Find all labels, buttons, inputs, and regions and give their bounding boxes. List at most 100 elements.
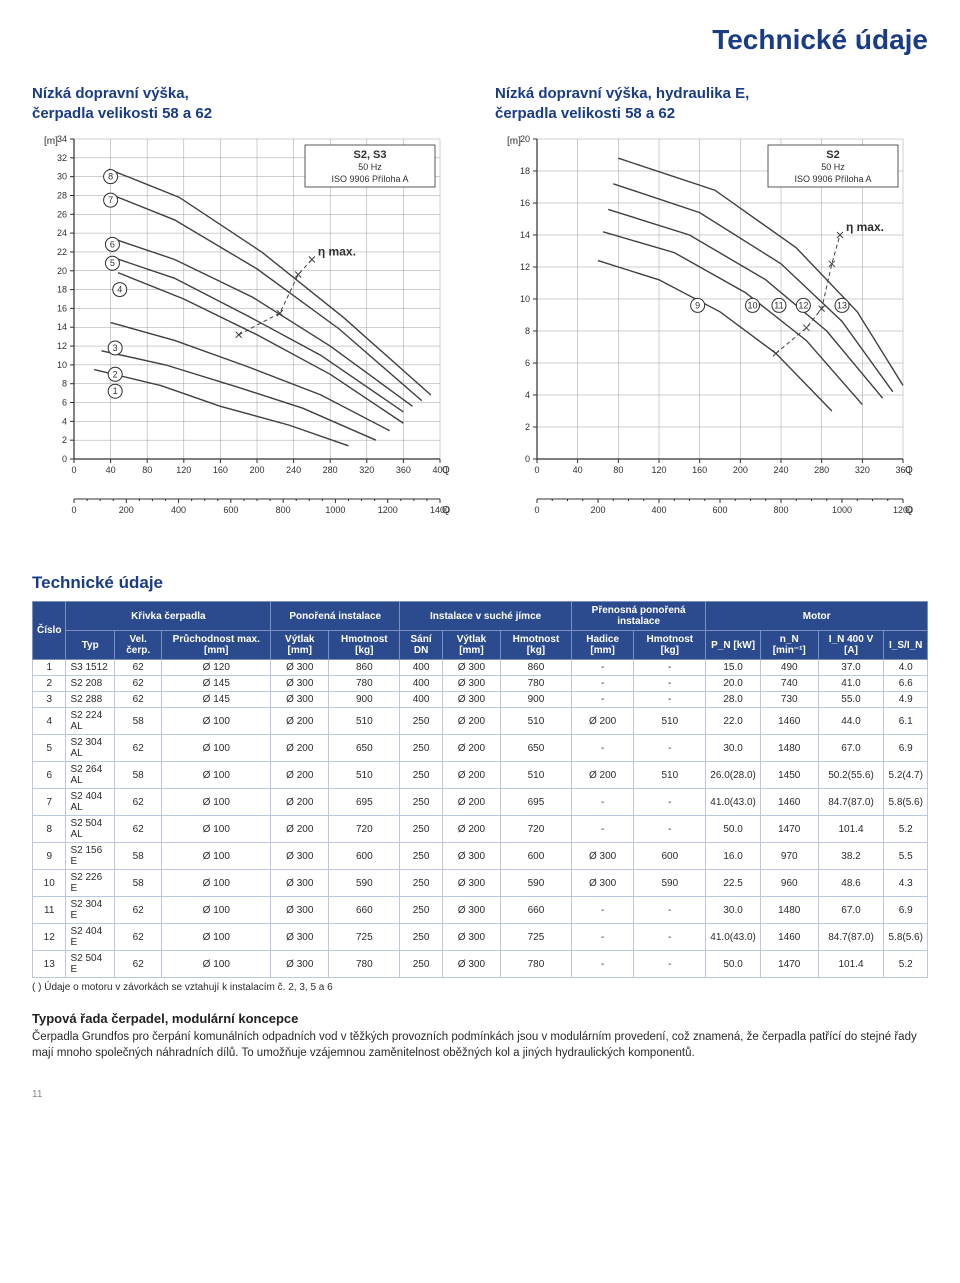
table-cell: 740 xyxy=(760,676,818,692)
table-row: 10S2 226 E58Ø 100Ø 300590250Ø 300590Ø 30… xyxy=(33,870,928,897)
table-cell: 650 xyxy=(329,735,400,762)
table-cell: Ø 100 xyxy=(162,951,271,978)
table-row: 9S2 156 E58Ø 100Ø 300600250Ø 300600Ø 300… xyxy=(33,843,928,870)
table-cell: Ø 200 xyxy=(442,735,500,762)
data-table: ČísloKřivka čerpadlaPonořená instalaceIn… xyxy=(32,601,928,978)
svg-text:8: 8 xyxy=(525,326,530,336)
table-cell: 10 xyxy=(33,870,66,897)
svg-text:ISO 9906 Příloha A: ISO 9906 Příloha A xyxy=(794,174,871,184)
table-cell: 1 xyxy=(33,660,66,676)
table-header: Vel. čerp. xyxy=(114,631,161,660)
svg-text:32: 32 xyxy=(57,153,67,163)
table-header: Instalace v suché jímce xyxy=(400,602,572,631)
page-title: Technické údaje xyxy=(32,24,928,56)
table-cell: Ø 100 xyxy=(162,843,271,870)
table-header: Průchodnost max. [mm] xyxy=(162,631,271,660)
table-cell: 58 xyxy=(114,708,161,735)
table-cell: 15.0 xyxy=(706,660,761,676)
svg-text:5: 5 xyxy=(110,258,115,268)
table-header: Sání DN xyxy=(400,631,443,660)
table-cell: 250 xyxy=(400,762,443,789)
table-cell: 250 xyxy=(400,735,443,762)
svg-text:4: 4 xyxy=(62,416,67,426)
table-cell: 400 xyxy=(400,692,443,708)
table-cell: Ø 200 xyxy=(571,708,633,735)
table-cell: S2 504 E xyxy=(66,951,115,978)
table-cell: 67.0 xyxy=(818,897,884,924)
table-cell: 6.9 xyxy=(884,897,928,924)
table-header: I_N 400 V [A] xyxy=(818,631,884,660)
table-cell: Ø 200 xyxy=(442,816,500,843)
svg-text:1200: 1200 xyxy=(378,505,398,515)
svg-text:1000: 1000 xyxy=(325,505,345,515)
table-cell: 41.0(43.0) xyxy=(706,789,761,816)
svg-text:9: 9 xyxy=(695,300,700,310)
table-cell: 5.2(4.7) xyxy=(884,762,928,789)
table-cell: - xyxy=(571,924,633,951)
svg-text:η max.: η max. xyxy=(846,220,884,234)
table-cell: Ø 300 xyxy=(442,924,500,951)
table-cell: 62 xyxy=(114,816,161,843)
table-cell: Ø 300 xyxy=(271,692,329,708)
table-header: Ponořená instalace xyxy=(271,602,400,631)
svg-text:240: 240 xyxy=(286,465,301,475)
table-cell: 58 xyxy=(114,870,161,897)
svg-text:80: 80 xyxy=(142,465,152,475)
svg-text:8: 8 xyxy=(108,172,113,182)
table-row: 12S2 404 E62Ø 100Ø 300725250Ø 300725--41… xyxy=(33,924,928,951)
table-cell: 7 xyxy=(33,789,66,816)
table-cell: Ø 300 xyxy=(442,660,500,676)
table-cell: 1460 xyxy=(760,708,818,735)
table-cell: 590 xyxy=(634,870,706,897)
svg-text:4: 4 xyxy=(525,390,530,400)
table-cell: 62 xyxy=(114,692,161,708)
table-cell: 48.6 xyxy=(818,870,884,897)
svg-text:240: 240 xyxy=(773,465,788,475)
svg-text:4: 4 xyxy=(117,285,122,295)
table-cell: 695 xyxy=(501,789,572,816)
table-cell: 400 xyxy=(400,676,443,692)
table-cell: 510 xyxy=(329,762,400,789)
table-cell: S2 404 AL xyxy=(66,789,115,816)
table-cell: 20.0 xyxy=(706,676,761,692)
table-cell: Ø 100 xyxy=(162,789,271,816)
chart-2: Nízká dopravní výška, hydraulika E, čerp… xyxy=(495,84,928,549)
table-cell: 1450 xyxy=(760,762,818,789)
svg-text:26: 26 xyxy=(57,209,67,219)
table-cell: 725 xyxy=(329,924,400,951)
table-cell: 860 xyxy=(329,660,400,676)
table-cell: 250 xyxy=(400,816,443,843)
table-cell: 55.0 xyxy=(818,692,884,708)
table-cell: 510 xyxy=(634,762,706,789)
svg-text:2: 2 xyxy=(525,422,530,432)
table-cell: 720 xyxy=(329,816,400,843)
svg-text:50 Hz: 50 Hz xyxy=(821,162,845,172)
page-number: 11 xyxy=(32,1089,928,1100)
table-cell: 250 xyxy=(400,870,443,897)
table-cell: - xyxy=(634,951,706,978)
table-cell: 600 xyxy=(501,843,572,870)
table-cell: S2 226 E xyxy=(66,870,115,897)
table-header: n_N [min⁻¹] xyxy=(760,631,818,660)
table-cell: 780 xyxy=(501,951,572,978)
table-cell: Ø 300 xyxy=(442,897,500,924)
svg-text:2: 2 xyxy=(62,435,67,445)
table-cell: 250 xyxy=(400,789,443,816)
table-header: Hmotnost [kg] xyxy=(634,631,706,660)
table-cell: 1470 xyxy=(760,816,818,843)
svg-text:800: 800 xyxy=(773,505,788,515)
table-cell: 5.8(5.6) xyxy=(884,789,928,816)
chart-1-title: Nízká dopravní výška, čerpadla velikosti… xyxy=(32,84,465,123)
table-cell: 44.0 xyxy=(818,708,884,735)
table-cell: 62 xyxy=(114,789,161,816)
svg-text:200: 200 xyxy=(733,465,748,475)
svg-text:22: 22 xyxy=(57,247,67,257)
table-cell: 1470 xyxy=(760,951,818,978)
table-cell: 510 xyxy=(501,762,572,789)
table-row: 4S2 224 AL58Ø 100Ø 200510250Ø 200510Ø 20… xyxy=(33,708,928,735)
table-cell: Ø 300 xyxy=(442,676,500,692)
table-header: Hmotnost [kg] xyxy=(501,631,572,660)
table-cell: 600 xyxy=(329,843,400,870)
svg-text:[m]: [m] xyxy=(44,136,58,147)
svg-text:20: 20 xyxy=(57,266,67,276)
